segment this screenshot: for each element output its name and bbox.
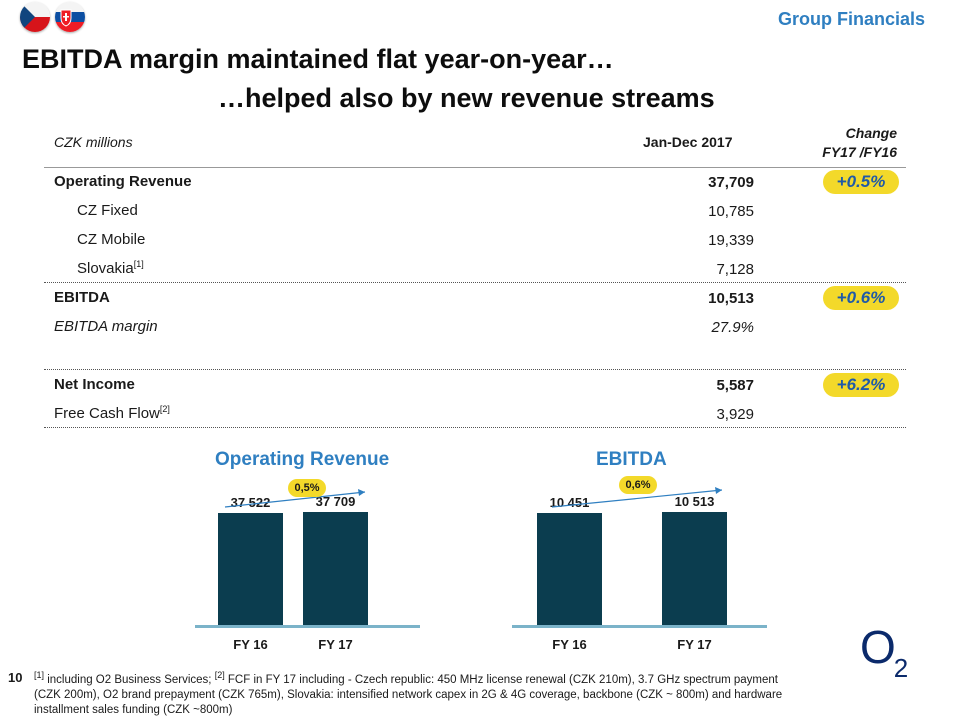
row-divider: [44, 369, 906, 370]
bar-fy-17: [662, 512, 727, 625]
page-subtitle: …helped also by new revenue streams: [218, 83, 715, 113]
footnote-text-1: including O2 Business Services;: [44, 673, 215, 686]
row-net-income-value: 5,587: [716, 377, 754, 394]
chart-title-ebitda: EBITDA: [596, 449, 667, 470]
fcf-label-text: Free Cash Flow: [54, 405, 160, 422]
footnote-marker-1: [1]: [34, 670, 45, 680]
bar-value-label: 37 709: [315, 494, 356, 509]
change-badge-ebitda: +0.6%: [823, 286, 899, 310]
page-number: 10: [8, 670, 23, 685]
category-label: FY 17: [677, 637, 712, 652]
o2-logo-sub: 2: [893, 653, 909, 683]
row-operating-revenue-value: 37,709: [708, 174, 754, 191]
chart-title-revenue: Operating Revenue: [215, 449, 390, 470]
footnote-ref-2: [2]: [159, 404, 170, 414]
footnote-marker-2: [2]: [214, 670, 225, 680]
page-title: EBITDA margin maintained flat year-on-ye…: [22, 44, 614, 74]
row-ebitda-margin-value: 27.9%: [711, 319, 754, 336]
footnote-ref-1: [1]: [133, 259, 144, 269]
row-divider: [44, 282, 906, 283]
czech-flag-icon: [20, 2, 50, 32]
growth-arrow-line: [551, 489, 723, 508]
bar-fy-16: [218, 512, 283, 625]
change-badge-net-income: +6.2%: [823, 373, 899, 397]
category-label: FY 17: [318, 637, 353, 652]
chart-baseline: [195, 625, 420, 628]
growth-arrow-icon: [551, 487, 723, 508]
o2-logo-o: O: [860, 621, 896, 673]
category-label: FY 16: [233, 637, 268, 652]
change-badge-revenue: +0.5%: [823, 170, 899, 194]
footnote-text-2: FCF in FY 17 including - Czech republic:…: [34, 673, 783, 716]
growth-arrow-icon: [224, 489, 366, 508]
bar-fy-16: [537, 512, 602, 625]
table-header-change: Change FY17 /FY16: [780, 124, 897, 162]
table-header-units: CZK millions: [54, 134, 133, 150]
row-net-income-label: Net Income: [54, 376, 135, 393]
row-cz-fixed-value: 10,785: [708, 203, 754, 220]
growth-arrow-head: [358, 489, 365, 496]
chart-baseline: [512, 625, 767, 628]
bar-value-label: 10 513: [674, 494, 715, 509]
change-header-line1: Change: [845, 125, 897, 141]
section-label: Group Financials: [777, 9, 925, 29]
table-header-period: Jan-Dec 2017: [643, 134, 733, 150]
row-slovakia-value: 7,128: [716, 261, 754, 278]
chart-ebitda: 10 451 FY 16 10 513 FY 17 0,6%: [512, 472, 767, 662]
row-divider: [44, 427, 906, 428]
growth-arrow-head: [715, 487, 722, 494]
row-cz-fixed-label: CZ Fixed: [77, 202, 138, 219]
row-ebitda-label: EBITDA: [54, 289, 110, 306]
growth-badge: 0,5%: [288, 479, 326, 497]
chart-operating-revenue: 37 522 FY 16 37 709 FY 17 0,5%: [195, 472, 420, 662]
change-header-line2: FY17 /FY16: [822, 144, 897, 160]
footnote: [1] including O2 Business Services; [2] …: [34, 668, 794, 718]
table-header-divider: [44, 167, 906, 168]
row-cz-mobile-value: 19,339: [708, 232, 754, 249]
growth-arrow-line: [224, 491, 366, 508]
row-operating-revenue-label: Operating Revenue: [54, 173, 192, 190]
row-slovakia-label: Slovakia[1]: [77, 259, 144, 277]
row-fcf-label: Free Cash Flow[2]: [54, 404, 170, 422]
row-ebitda-value: 10,513: [708, 290, 754, 307]
o2-logo: O2: [860, 620, 910, 683]
slovakia-label-text: Slovakia: [77, 260, 134, 277]
bar-fy-17: [303, 512, 368, 625]
row-cz-mobile-label: CZ Mobile: [77, 231, 146, 248]
row-fcf-value: 3,929: [716, 406, 754, 423]
row-ebitda-margin-label: EBITDA margin: [54, 318, 158, 335]
growth-badge: 0,6%: [619, 476, 657, 494]
category-label: FY 16: [552, 637, 587, 652]
slovak-flag-icon: [55, 2, 85, 32]
